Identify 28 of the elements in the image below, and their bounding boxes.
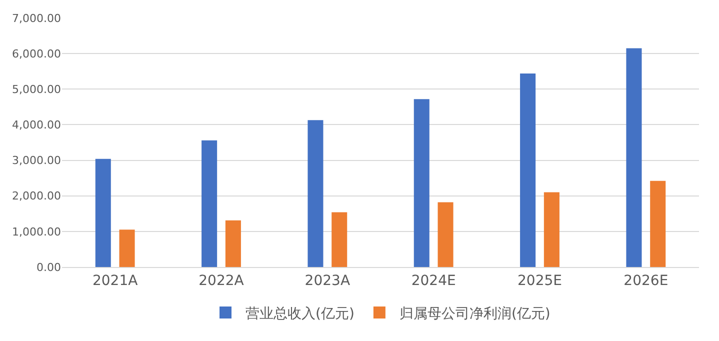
- bar: [119, 230, 135, 267]
- y-tick-label: 0.00: [36, 260, 61, 274]
- x-tick-label: 2024E: [411, 272, 456, 289]
- x-tick-label: 2023A: [304, 272, 350, 289]
- y-tick-label: 7,000.00: [12, 12, 61, 25]
- legend-label: 营业总收入(亿元): [246, 306, 354, 322]
- bar: [520, 73, 536, 267]
- bar: [626, 48, 642, 267]
- legend-label: 归属母公司净利润(亿元): [399, 306, 550, 322]
- bar: [650, 180, 666, 267]
- x-tick-label: 2021A: [92, 272, 138, 289]
- y-tick-label: 6,000.00: [12, 47, 61, 60]
- y-tick-label: 1,000.00: [12, 225, 61, 238]
- x-tick-label: 2022A: [198, 272, 244, 289]
- x-tick-label: 2026E: [624, 272, 668, 289]
- bar: [414, 99, 430, 267]
- bar: [332, 212, 348, 267]
- y-tick-label: 3,000.00: [12, 154, 61, 168]
- bar: [438, 202, 454, 267]
- y-tick-label: 2,000.00: [12, 190, 61, 203]
- bar: [95, 158, 111, 267]
- y-tick-label: 4,000.00: [12, 118, 61, 132]
- bar: [544, 192, 560, 267]
- bar: [225, 220, 241, 267]
- bar: [202, 140, 218, 267]
- x-tick-label: 2025E: [518, 272, 562, 289]
- y-tick-label: 5,000.00: [12, 82, 61, 96]
- bar: [308, 120, 324, 267]
